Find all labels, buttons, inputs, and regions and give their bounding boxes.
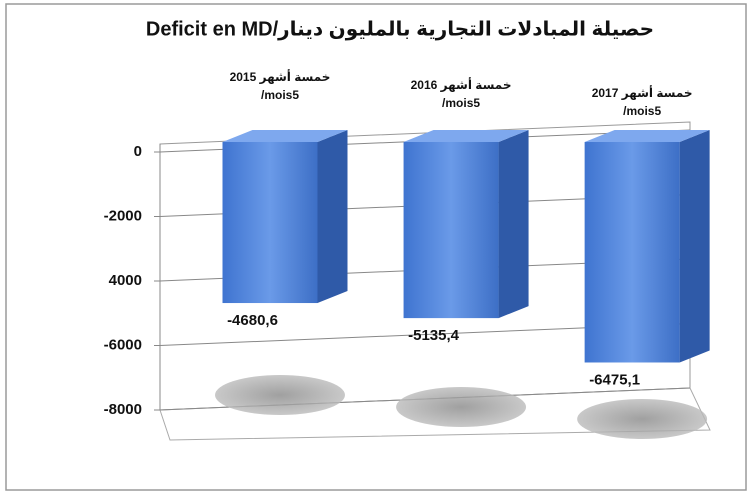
bar-side xyxy=(317,130,348,304)
bar-top xyxy=(222,130,348,142)
x-tick-label: خمسة أشهر 2016 xyxy=(411,77,512,92)
x-tick-label: خمسة أشهر 2015 xyxy=(230,69,331,84)
x-tick-label: mois5/ xyxy=(442,96,480,110)
value-label: -5135,4 xyxy=(408,327,460,344)
y-tick-label: -8000 xyxy=(104,401,142,418)
value-label: -4680,6 xyxy=(227,312,278,329)
bar-shadow xyxy=(396,387,527,427)
bar-top xyxy=(403,130,529,142)
x-tick-label: mois5/ xyxy=(623,104,661,118)
x-tick-label: mois5/ xyxy=(261,88,299,102)
y-tick-label: 4000 xyxy=(109,272,142,289)
bar xyxy=(403,142,499,319)
y-tick-label: -6000 xyxy=(104,336,142,353)
x-tick-label: خمسة أشهر 2017 xyxy=(592,85,693,100)
bar-top xyxy=(584,130,710,142)
y-tick-label: -2000 xyxy=(104,207,142,224)
bar xyxy=(222,142,318,304)
bar-shadow xyxy=(215,375,345,415)
value-label: -6475,1 xyxy=(589,371,640,388)
bar-side xyxy=(498,130,529,319)
chart-title: حصيلة المبادلات التجارية بالمليون دينار/… xyxy=(146,18,654,40)
bar-side xyxy=(679,130,710,363)
bar xyxy=(584,142,680,363)
bar-shadow xyxy=(577,399,708,439)
y-tick-label: 0 xyxy=(134,143,142,160)
